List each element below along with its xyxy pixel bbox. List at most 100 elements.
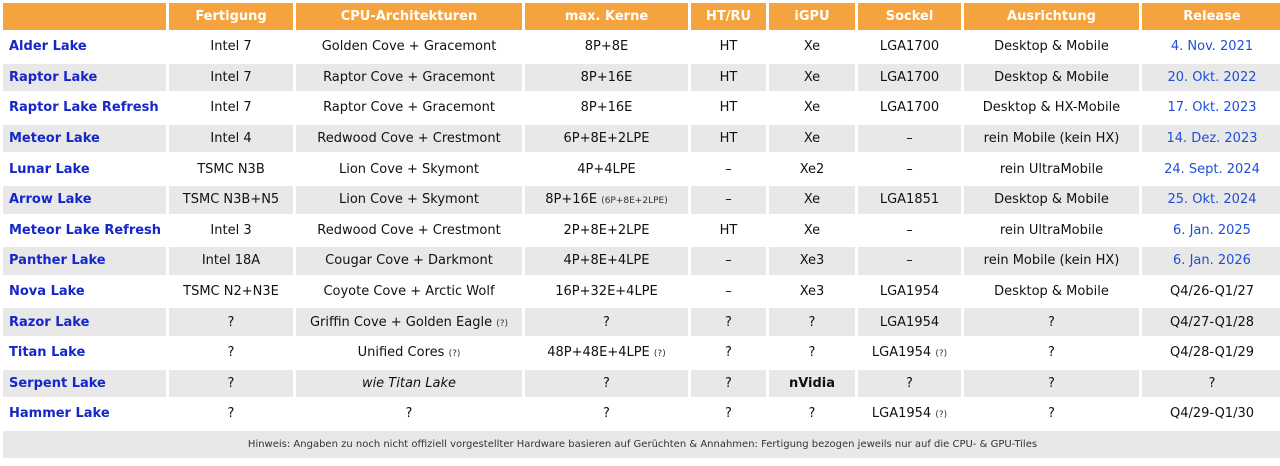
release-link-text: 4. Nov. 2021 [1170,39,1254,55]
kerne-cell-text: 48P+48E+4LPE [547,345,650,361]
cpu-name-link[interactable]: Meteor Lake Refresh [3,216,166,245]
release-link[interactable]: 20. Okt. 2022 [1142,63,1280,92]
kerne-cell-text: 8P+16E [545,192,598,208]
architektur-cell: Lion Cove + Skymont [296,185,522,214]
kerne-cell: 8P+8E [525,33,688,61]
cpu-name-link[interactable]: Arrow Lake [3,185,166,214]
sockel-cell: LGA1954 [858,277,961,306]
cpu-name-link[interactable]: Nova Lake [3,277,166,306]
sockel-cell-text: – [906,253,913,269]
ausrichtung-cell-text: rein Mobile (kein HX) [983,131,1120,147]
architektur-cell: Redwood Cove + Crestmont [296,216,522,245]
release-cell: Q4/26-Q1/27 [1142,277,1280,306]
header-igpu: iGPU [769,3,855,30]
release-cell-text: Q4/29-Q1/30 [1169,406,1255,422]
sockel-cell: ? [858,369,961,398]
cpu-name-link[interactable]: Raptor Lake [3,63,166,92]
cpu-name-link[interactable]: Meteor Lake [3,124,166,153]
release-cell: Q4/28-Q1/29 [1142,338,1280,367]
cpu-name-link[interactable]: Titan Lake [3,338,166,367]
sockel-cell-text: LGA1954 [879,284,940,300]
header-fertigung: Fertigung [169,3,293,30]
release-cell: Q4/29-Q1/30 [1142,400,1280,428]
igpu-cell: ? [769,400,855,428]
header-row: Fertigung CPU-Architekturen max. Kerne HT/R… [3,3,1280,30]
architektur-cell-text: Redwood Cove + Crestmont [317,131,501,147]
release-link[interactable]: 25. Okt. 2024 [1142,185,1280,214]
fertigung-cell-text: TSMC N2+N3E [183,284,279,300]
cpu-name-link-text: Nova Lake [9,284,85,300]
igpu-cell-text: ? [808,314,816,330]
kerne-cell: 4P+4LPE [525,155,688,183]
fertigung-cell: Intel 7 [169,33,293,61]
sockel-cell-text: LGA1954 [871,345,932,361]
igpu-cell-text: Xe [803,69,821,85]
sockel-cell: – [858,124,961,153]
kerne-cell-text: ? [603,406,610,422]
architektur-cell-text: ? [405,406,413,422]
ht-cell-text: ? [725,345,732,361]
fertigung-cell-text: ? [227,406,235,422]
ausrichtung-cell: rein UltraMobile [964,216,1139,245]
release-link[interactable]: 17. Okt. 2023 [1142,94,1280,122]
kerne-cell-note: (?) [653,349,666,360]
cpu-name-link-text: Raptor Lake Refresh [9,100,159,116]
sockel-cell: – [858,247,961,275]
igpu-cell: Xe [769,33,855,61]
ausrichtung-cell-text: ? [1048,375,1055,391]
kerne-cell: ? [525,308,688,336]
kerne-cell-text: ? [603,314,610,330]
ht-cell-text: HT [719,39,738,55]
release-link[interactable]: 14. Dez. 2023 [1142,124,1280,153]
table-row: Razor Lake? Griffin Cove + Golden Eagle (… [3,308,1280,336]
fertigung-cell: TSMC N3B [169,155,293,183]
ausrichtung-cell-text: Desktop & Mobile [994,284,1109,300]
cpu-name-link[interactable]: Razor Lake [3,308,166,336]
release-link-text: 6. Jan. 2025 [1173,222,1251,238]
table-row: Panther Lake Intel 18A Cougar Cove + Darkm… [3,247,1280,275]
sockel-cell-text: LGA1954 [871,406,932,422]
ausrichtung-cell-text: ? [1048,345,1055,361]
ht-cell: – [691,185,766,214]
release-link[interactable]: 4. Nov. 2021 [1142,33,1280,61]
cpu-name-link[interactable]: Hammer Lake [3,400,166,428]
table-row: Alder Lake Intel 7 Golden Cove + Gracemont… [3,33,1280,61]
cpu-name-link[interactable]: Lunar Lake [3,155,166,183]
sockel-cell: – [858,155,961,183]
ht-cell-text: HT [719,69,738,85]
release-link[interactable]: 6. Jan. 2025 [1142,216,1280,245]
igpu-cell: nVidia [769,369,855,398]
sockel-cell: LGA1954 [858,308,961,336]
ht-cell: HT [691,94,766,122]
ausrichtung-cell: ? [964,369,1139,398]
fertigung-cell: Intel 7 [169,63,293,92]
release-cell-text: Q4/28-Q1/29 [1169,345,1255,361]
architektur-cell: wie Titan Lake [296,369,522,398]
kerne-cell-text: 6P+8E+2LPE [563,131,650,147]
ausrichtung-cell-text: ? [1048,406,1055,422]
ht-cell-text: ? [725,375,732,391]
cpu-name-link[interactable]: Alder Lake [3,33,166,61]
cpu-name-link-text: Lunar Lake [9,161,90,177]
sockel-cell-text: LGA1954 [879,314,940,330]
cpu-name-link[interactable]: Raptor Lake Refresh [3,94,166,122]
cpu-name-link-text: Meteor Lake Refresh [9,222,162,238]
kerne-cell: 8P+16E [525,94,688,122]
ht-cell: ? [691,369,766,398]
release-cell: Q4/27-Q1/28 [1142,308,1280,336]
sockel-cell-text: ? [906,375,913,391]
sockel-cell: LGA1700 [858,94,961,122]
architektur-cell: Lion Cove + Skymont [296,155,522,183]
cpu-name-link[interactable]: Panther Lake [3,247,166,275]
fertigung-cell-text: ? [227,314,235,330]
cpu-name-link[interactable]: Serpent Lake [3,369,166,398]
ht-cell: ? [691,338,766,367]
ausrichtung-cell: Desktop & HX-Mobile [964,94,1139,122]
release-link[interactable]: 24. Sept. 2024 [1142,155,1280,183]
release-link[interactable]: 6. Jan. 2026 [1142,247,1280,275]
ausrichtung-cell: rein Mobile (kein HX) [964,247,1139,275]
kerne-cell: 6P+8E+2LPE [525,124,688,153]
ausrichtung-cell: ? [964,338,1139,367]
fertigung-cell: Intel 3 [169,216,293,245]
igpu-cell-text: Xe [803,39,821,55]
